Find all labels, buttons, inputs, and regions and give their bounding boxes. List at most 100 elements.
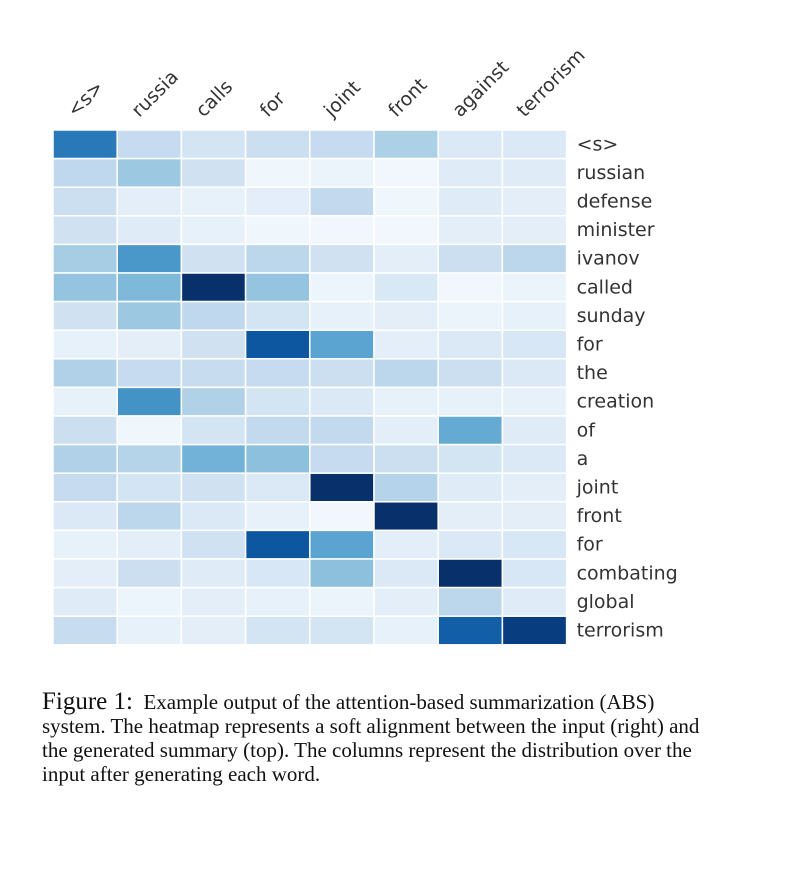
heatmap-cell (373, 586, 439, 617)
heatmap-cell (501, 386, 568, 417)
row-tick-label: combating (577, 562, 678, 584)
heatmap-cell (373, 615, 439, 646)
heatmap-cell (116, 386, 183, 417)
heatmap-cell (244, 472, 311, 503)
heatmap-cell (437, 529, 504, 560)
heatmap-cell (116, 472, 183, 503)
heatmap-cell (309, 529, 375, 560)
column-tick-label: joint (319, 77, 365, 123)
heatmap-cell (437, 300, 504, 331)
heatmap-cell (52, 386, 118, 417)
heatmap-cell (52, 472, 118, 503)
heatmap-cell (373, 358, 439, 389)
heatmap-cell (437, 386, 504, 417)
row-tick-label: minister (577, 219, 655, 241)
heatmap-cell (52, 186, 118, 217)
heatmap-cell (437, 157, 504, 188)
heatmap-cell (244, 501, 311, 532)
heatmap-cell (501, 501, 568, 532)
heatmap-cell (52, 443, 118, 474)
heatmap-cell (373, 215, 439, 246)
heatmap-cell (437, 215, 504, 246)
heatmap-cell (501, 586, 568, 617)
row-tick-label: terrorism (577, 620, 664, 642)
heatmap-cell (244, 272, 311, 303)
heatmap-cell (437, 243, 504, 274)
heatmap-cell (501, 215, 568, 246)
heatmap-cell (180, 358, 247, 389)
heatmap-cell (501, 615, 568, 646)
heatmap-cell (244, 129, 311, 160)
row-tick-label: for (577, 334, 603, 356)
heatmap-cell (52, 329, 118, 360)
heatmap-cell (309, 615, 375, 646)
heatmap-cell (116, 501, 183, 532)
heatmap-cell (116, 529, 183, 560)
heatmap-cell (116, 272, 183, 303)
column-tick-label: front (384, 74, 432, 122)
heatmap-cell (501, 272, 568, 303)
row-tick-label: russian (577, 162, 646, 184)
heatmap-cell (244, 386, 311, 417)
heatmap-cell (501, 186, 568, 217)
heatmap-cell (437, 615, 504, 646)
row-tick-label: a (577, 448, 589, 470)
heatmap-cell (437, 358, 504, 389)
heatmap-cell (309, 300, 375, 331)
heatmap-cell (180, 472, 247, 503)
row-tick-label: the (577, 362, 608, 384)
heatmap-cell (309, 329, 375, 360)
heatmap-cell (501, 529, 568, 560)
heatmap-cell (116, 186, 183, 217)
heatmap-cell (501, 157, 568, 188)
heatmap-cell (501, 415, 568, 446)
column-tick-label: calls (191, 76, 237, 122)
heatmap-cell (116, 300, 183, 331)
attention-heatmap: <s> russia calls for joint front against terror… (52, 44, 678, 646)
heatmap-cell (244, 329, 311, 360)
heatmap-cell (52, 615, 118, 646)
column-tick-label: <s> (63, 76, 108, 121)
heatmap-cell (52, 415, 118, 446)
heatmap-cell (501, 129, 568, 160)
heatmap-cell (373, 300, 439, 331)
row-tick-label: of (577, 419, 597, 441)
heatmap-cells (52, 129, 568, 646)
heatmap-cell (437, 501, 504, 532)
heatmap-cell (501, 243, 568, 274)
heatmap-cell (116, 358, 183, 389)
heatmap-cell (309, 472, 375, 503)
row-tick-label: global (577, 591, 635, 613)
row-tick-label: joint (576, 477, 619, 499)
row-tick-label: front (577, 505, 622, 527)
heatmap-cell (437, 186, 504, 217)
heatmap-cell (244, 157, 311, 188)
heatmap-cell (373, 272, 439, 303)
row-tick-label: defense (577, 191, 653, 213)
heatmap-cell (373, 443, 439, 474)
heatmap-cell (437, 586, 504, 617)
heatmap-cell (52, 586, 118, 617)
heatmap-cell (373, 186, 439, 217)
heatmap-cell (180, 415, 247, 446)
heatmap-cell (52, 272, 118, 303)
heatmap-cell (437, 415, 504, 446)
column-tick-label: terrorism (512, 44, 589, 121)
heatmap-cell (373, 529, 439, 560)
heatmap-cell (309, 157, 375, 188)
heatmap-cell (244, 558, 311, 589)
heatmap-cell (437, 329, 504, 360)
heatmap-cell (180, 186, 247, 217)
column-tick-label: russia (127, 66, 183, 122)
heatmap-cell (52, 529, 118, 560)
heatmap-cell (437, 272, 504, 303)
heatmap-cell (309, 243, 375, 274)
heatmap-cell (309, 215, 375, 246)
heatmap-cell (244, 186, 311, 217)
heatmap-cell (52, 501, 118, 532)
heatmap-cell (309, 358, 375, 389)
column-tick-label: for (256, 87, 290, 121)
column-labels: <s> russia calls for joint front against terror… (63, 44, 590, 122)
row-tick-label: sunday (577, 305, 646, 327)
heatmap-cell (180, 586, 247, 617)
